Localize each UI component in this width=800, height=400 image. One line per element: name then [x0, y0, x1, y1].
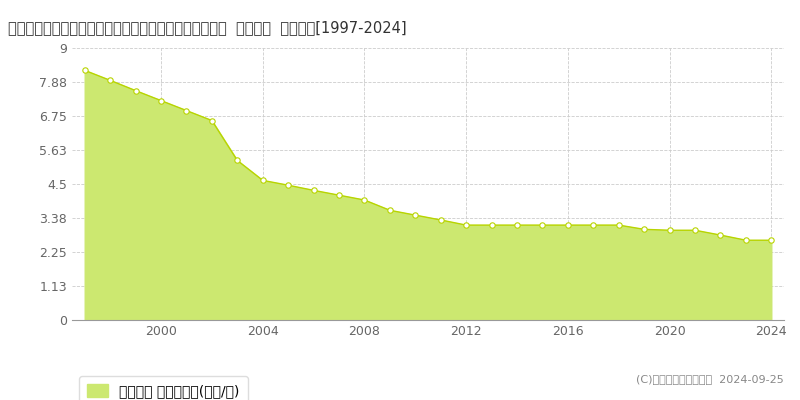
Point — [714, 232, 727, 238]
Point — [307, 187, 320, 194]
Point — [129, 88, 142, 94]
Point — [358, 197, 371, 203]
Point — [180, 107, 193, 114]
Point — [536, 222, 549, 228]
Point — [587, 222, 600, 228]
Point — [434, 217, 447, 223]
Point — [460, 222, 473, 228]
Point — [409, 212, 422, 218]
Point — [333, 192, 346, 198]
Point — [739, 237, 752, 244]
Point — [689, 227, 702, 234]
Point — [765, 237, 778, 244]
Point — [562, 222, 574, 228]
Point — [638, 226, 650, 232]
Text: (C)土地価格ドットコム  2024-09-25: (C)土地価格ドットコム 2024-09-25 — [636, 374, 784, 384]
Point — [282, 182, 294, 188]
Point — [104, 77, 117, 84]
Legend: 基準地価 平均坪単価(万円/坪): 基準地価 平均坪単価(万円/坪) — [79, 376, 248, 400]
Point — [78, 67, 91, 74]
Point — [256, 177, 269, 184]
Point — [154, 97, 167, 104]
Point — [663, 227, 676, 234]
Text: 長野県南佐久郡南牧村大字野辺山字二ツ山３０６番１７  基準地価  地価推移[1997-2024]: 長野県南佐久郡南牧村大字野辺山字二ツ山３０６番１７ 基準地価 地価推移[1997… — [8, 20, 406, 35]
Point — [206, 117, 218, 124]
Point — [231, 157, 244, 164]
Point — [510, 222, 523, 228]
Point — [383, 207, 396, 214]
Point — [485, 222, 498, 228]
Point — [612, 222, 625, 228]
